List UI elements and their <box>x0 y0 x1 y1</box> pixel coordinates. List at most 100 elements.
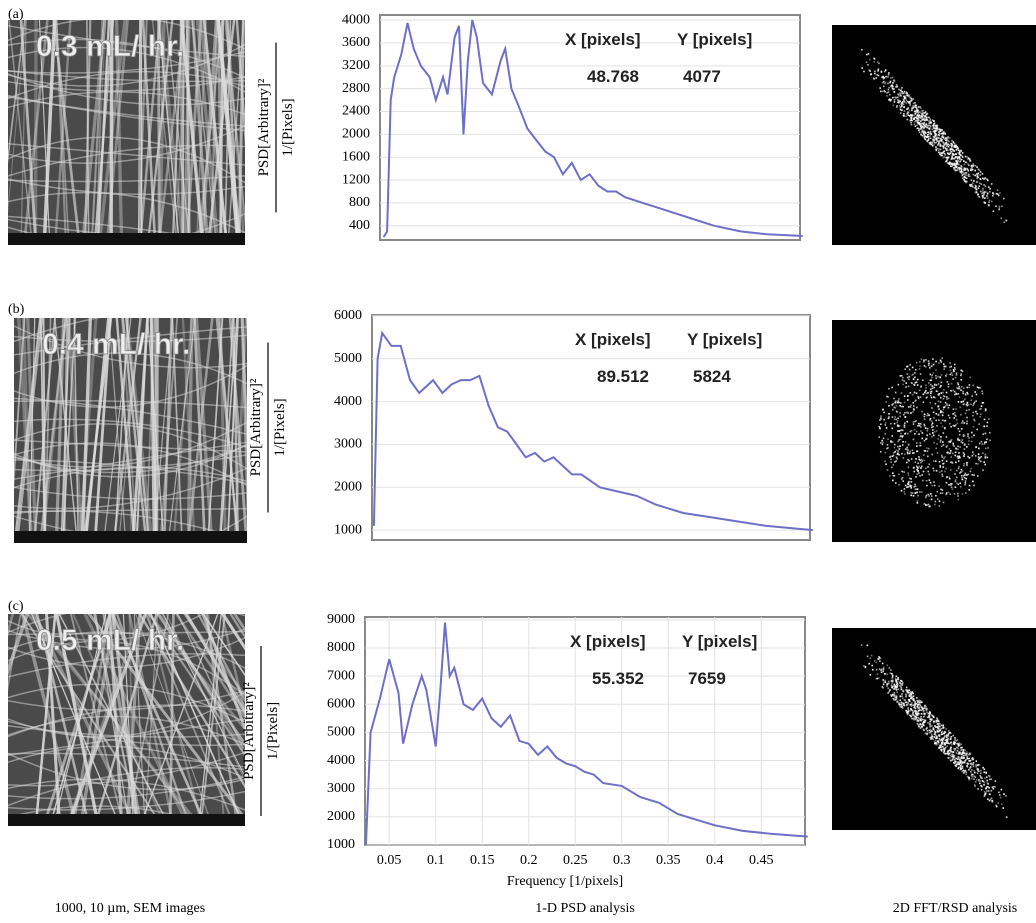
fft-speckle <box>968 489 970 491</box>
fft-speckle <box>954 368 956 370</box>
fft-speckle <box>960 389 962 391</box>
fft-speckle <box>896 696 898 698</box>
fft-speckle <box>888 691 890 693</box>
fft-speckle <box>915 120 917 122</box>
fft-speckle <box>943 144 945 146</box>
fft-speckle <box>961 166 963 168</box>
fft-speckle <box>969 176 971 178</box>
fft-speckle <box>901 695 903 697</box>
fft-speckle <box>916 445 918 447</box>
fft-speckle <box>939 465 941 467</box>
fft-speckle <box>972 183 974 185</box>
fft-speckle <box>870 74 872 76</box>
fft-speckle <box>889 94 891 96</box>
fft-speckle <box>918 433 920 435</box>
fft-speckle <box>951 163 953 165</box>
fft-speckle <box>950 456 952 458</box>
fft-speckle <box>948 141 950 143</box>
fft-speckle <box>924 125 926 127</box>
fft-speckle <box>887 444 889 446</box>
fft-speckle <box>920 700 922 702</box>
fft-speckle <box>933 729 935 731</box>
fft-speckle <box>908 107 910 109</box>
fft-speckle <box>961 168 963 170</box>
fft-speckle <box>963 757 965 759</box>
fft-speckle <box>931 391 933 393</box>
fft-speckle <box>897 701 899 703</box>
fft-speckle <box>960 747 962 749</box>
fft-speckle <box>944 138 946 140</box>
fft-speckle <box>885 401 887 403</box>
fft-speckle <box>920 115 922 117</box>
fft-speckle <box>894 685 896 687</box>
fft-speckle <box>902 379 904 381</box>
fft-speckle <box>981 777 983 779</box>
fft-speckle <box>1001 803 1003 805</box>
fft-speckle <box>870 674 872 676</box>
fft-speckle <box>945 420 947 422</box>
fft-speckle <box>929 726 931 728</box>
readout-value: 5824 <box>693 367 731 386</box>
fft-speckle <box>961 159 963 161</box>
fft-speckle <box>983 402 985 404</box>
fft-speckle <box>916 110 918 112</box>
fft-speckle <box>883 668 885 670</box>
fft-speckle <box>938 135 940 137</box>
fft-speckle <box>884 433 886 435</box>
fft-speckle <box>973 403 975 405</box>
fft-speckle <box>931 374 933 376</box>
fft-speckle <box>954 750 956 752</box>
fft-speckle <box>935 420 937 422</box>
y-tick-label: 3600 <box>342 35 370 50</box>
fft-speckle <box>968 474 970 476</box>
x-tick-label: 0.45 <box>749 853 774 868</box>
fft-speckle <box>956 477 958 479</box>
fft-speckle <box>888 416 890 418</box>
fft-speckle <box>971 455 973 457</box>
fft-speckle <box>924 414 926 416</box>
fft-speckle <box>991 790 993 792</box>
fft-speckle <box>916 489 918 491</box>
fft-speckle <box>878 75 880 77</box>
fft-speckle <box>939 461 941 463</box>
fft-speckle <box>881 686 883 688</box>
fft-speckle <box>906 421 908 423</box>
fft-speckle <box>932 454 934 456</box>
fft-speckle <box>861 49 863 51</box>
fft-speckle <box>954 763 956 765</box>
fft-speckle <box>916 451 918 453</box>
fft-speckle <box>980 770 982 772</box>
fft-speckle <box>906 108 908 110</box>
fft-speckle <box>902 377 904 379</box>
fft-speckle <box>940 412 942 414</box>
fft-speckle <box>965 182 967 184</box>
fft-speckle <box>938 742 940 744</box>
fft-speckle <box>918 112 920 114</box>
fft-speckle <box>931 365 933 367</box>
fft-speckle <box>905 441 907 443</box>
fft-speckle <box>950 450 952 452</box>
fft-speckle <box>902 384 904 386</box>
fft-speckle <box>933 136 935 138</box>
fft-speckle <box>906 705 908 707</box>
fft-speckle <box>936 491 938 493</box>
fft-speckle <box>962 391 964 393</box>
fft-speckle <box>925 118 927 120</box>
fft-speckle <box>991 797 993 799</box>
fft-speckle <box>943 463 945 465</box>
fft-speckle <box>897 101 899 103</box>
fft-speckle <box>970 471 972 473</box>
fft-speckle <box>945 375 947 377</box>
fft-speckle <box>932 387 934 389</box>
fft-speckle <box>959 482 961 484</box>
fft-speckle <box>971 169 973 171</box>
fft-speckle <box>1006 220 1008 222</box>
fft-speckle <box>918 106 920 108</box>
fft-speckle <box>925 733 927 735</box>
fft-speckle <box>968 409 970 411</box>
fft-speckle <box>959 161 961 163</box>
fft-speckle <box>913 714 915 716</box>
fft-speckle <box>975 192 977 194</box>
fft-speckle <box>887 469 889 471</box>
fft-speckle <box>955 447 957 449</box>
